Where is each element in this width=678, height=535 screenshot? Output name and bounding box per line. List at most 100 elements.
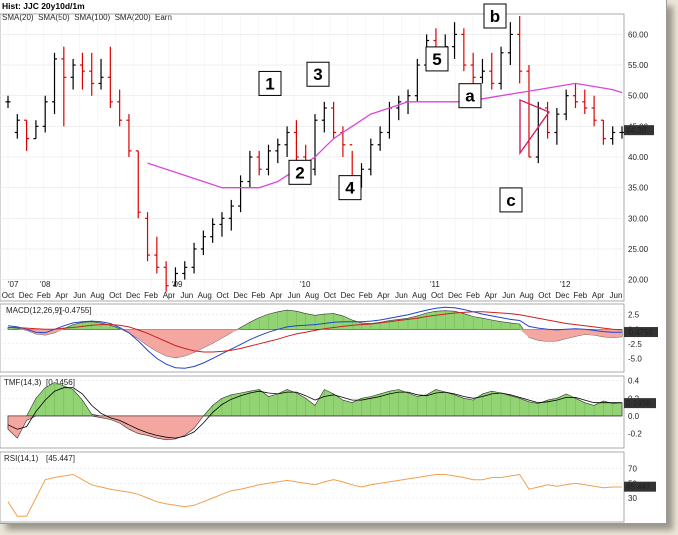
price-bar bbox=[79, 52, 85, 90]
price-tick-label: 20.00 bbox=[628, 276, 649, 285]
price-bar bbox=[452, 22, 458, 59]
price-bar bbox=[526, 65, 532, 158]
x-tick-label: Jun bbox=[180, 291, 193, 300]
price-bar bbox=[479, 58, 485, 84]
price-bar bbox=[321, 101, 327, 133]
macd-signal-line bbox=[8, 311, 623, 353]
wave-label-text: a bbox=[465, 87, 475, 106]
stock-chart: Hist: JJC 20y10d/1m SMA(20) SMA(50) SMA(10… bbox=[0, 1, 658, 523]
x-tick-label: Aug bbox=[305, 291, 319, 300]
price-bar bbox=[228, 199, 234, 231]
macd-last-tag: -0.4755 bbox=[624, 327, 658, 338]
price-bar bbox=[145, 212, 151, 262]
legend-item: SMA(100) bbox=[74, 13, 110, 22]
price-bar bbox=[331, 101, 337, 139]
tmf-neg-area bbox=[7, 415, 623, 441]
price-bar bbox=[284, 126, 290, 157]
x-tick-label: Aug bbox=[198, 291, 212, 300]
tick-label: 0.0 bbox=[628, 412, 640, 421]
legend-item: SMA(50) bbox=[38, 13, 70, 22]
wave-label-a: a bbox=[458, 83, 482, 109]
rsi-last-box bbox=[624, 481, 656, 492]
price-bar bbox=[535, 101, 541, 164]
wave-label-text: 5 bbox=[432, 50, 441, 69]
price-bar bbox=[396, 95, 402, 121]
price-bar bbox=[461, 28, 467, 72]
price-bar bbox=[24, 119, 30, 151]
sma-20-line bbox=[147, 82, 623, 189]
macd-last-label: -0.4755 bbox=[626, 328, 654, 337]
macd-panel: 2.50.0-2.5-5.0MACD(12,26,9)[-0.4755]-0.4… bbox=[0, 306, 658, 369]
wave-label-text: 1 bbox=[265, 74, 274, 93]
price-bar bbox=[163, 261, 169, 292]
x-tick-label: Feb bbox=[359, 291, 373, 300]
legend-item: SMA(200) bbox=[115, 13, 151, 22]
price-tick-label: 40.00 bbox=[628, 153, 649, 162]
price-bar bbox=[377, 126, 383, 151]
x-tick-label: Oct bbox=[109, 291, 122, 300]
price-bar bbox=[572, 83, 578, 108]
price-bar bbox=[135, 150, 141, 219]
price-bar bbox=[517, 16, 523, 84]
price-bar bbox=[498, 46, 504, 90]
x-tick-label: Dec bbox=[233, 291, 247, 300]
price-bar bbox=[52, 52, 58, 115]
macd-title: MACD(12,26,9) bbox=[6, 306, 62, 315]
last-price-label: 44.38 bbox=[626, 126, 647, 135]
x-tick-label: Oct bbox=[216, 291, 229, 300]
price-tick-label: 25.00 bbox=[628, 245, 649, 254]
x-tick-label: Apr bbox=[592, 291, 605, 300]
price-bar bbox=[489, 52, 495, 90]
tick-label: 2.5 bbox=[628, 311, 640, 320]
price-bar bbox=[89, 52, 95, 96]
last-price-box bbox=[624, 125, 654, 136]
tmf-last-box bbox=[624, 398, 656, 409]
price-bar bbox=[210, 218, 216, 243]
wave-label-box bbox=[306, 61, 330, 87]
price-bar bbox=[14, 114, 20, 139]
tick-label: 0.4 bbox=[628, 377, 640, 386]
tick-label: 30 bbox=[628, 494, 637, 503]
x-tick-label: Jun bbox=[395, 291, 408, 300]
tmf-last-label: 0.1456 bbox=[626, 399, 651, 408]
price-bar bbox=[312, 114, 318, 176]
wave-label-text: b bbox=[490, 7, 500, 26]
price-bar bbox=[545, 101, 551, 139]
wave-label-text: c bbox=[506, 191, 515, 210]
price-bar bbox=[275, 138, 281, 164]
price-tick-label: 60.00 bbox=[628, 30, 649, 39]
wave-label-2: 2 bbox=[288, 159, 312, 185]
price-bar bbox=[414, 58, 420, 102]
x-tick-label: Jun bbox=[288, 291, 301, 300]
macd-line bbox=[7, 306, 622, 369]
price-bar bbox=[33, 120, 39, 140]
macd-hist-neg bbox=[8, 329, 622, 358]
tmf-last-tag: 0.1456 bbox=[624, 398, 656, 409]
wave-label-box bbox=[499, 187, 523, 213]
chart-window: Hist: JJC 20y10d/1m SMA(20) SMA(50) SMA(10… bbox=[0, 0, 667, 524]
wave-label-box bbox=[458, 83, 482, 109]
x-tick-label: Apr bbox=[270, 291, 283, 300]
price-bar bbox=[582, 89, 588, 115]
macd-value: [-0.4755] bbox=[60, 306, 92, 315]
price-bar bbox=[200, 230, 206, 256]
legend-item: Earn bbox=[155, 13, 172, 22]
rsi-last-tag: 45.447 bbox=[624, 481, 656, 492]
year-label: '10 bbox=[300, 280, 311, 289]
tmf-signal-line bbox=[7, 387, 622, 439]
wave-label-box bbox=[425, 46, 449, 72]
x-tick-label: Jun bbox=[502, 291, 515, 300]
wave-annotations: 1 2 3 4 5 a b c bbox=[258, 3, 523, 213]
x-tick-label: Oct bbox=[324, 291, 337, 300]
x-axis: Oct Dec Feb Apr Jun Aug Oct Dec Feb Apr Jun Aug Oct D… bbox=[2, 280, 623, 300]
wave-label-1: 1 bbox=[258, 70, 282, 96]
tick-label: 70 bbox=[628, 465, 637, 474]
price-bar bbox=[591, 95, 597, 127]
price-bar bbox=[98, 58, 104, 90]
x-tick-label: Dec bbox=[448, 291, 462, 300]
wave-label-5: 5 bbox=[425, 46, 449, 72]
price-bar bbox=[247, 150, 253, 188]
x-tick-label: Feb bbox=[251, 291, 265, 300]
price-bar bbox=[265, 144, 271, 176]
